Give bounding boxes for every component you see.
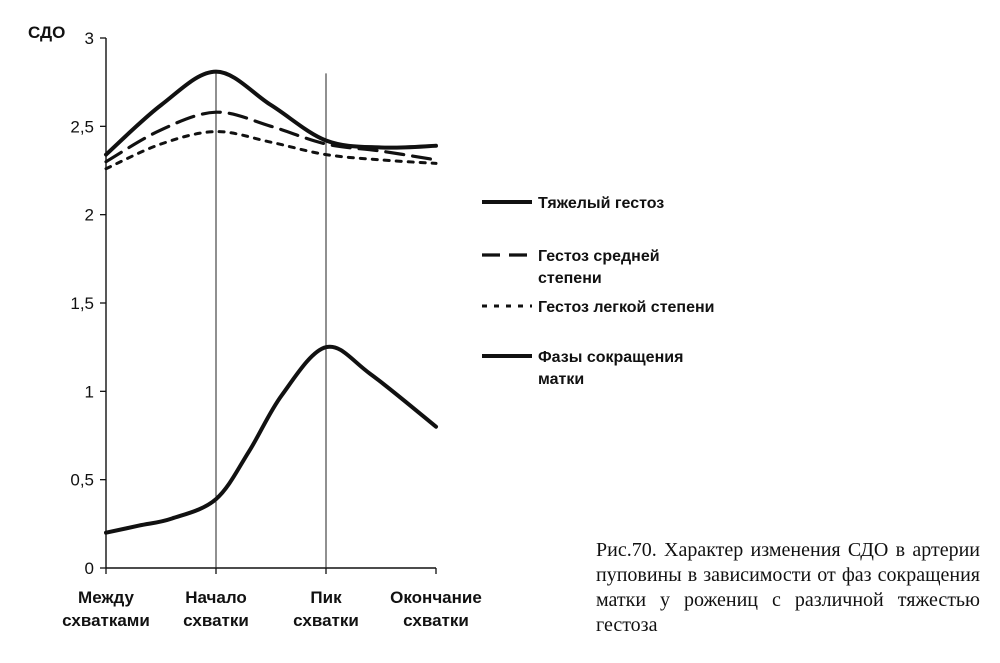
y-tick-label: 2 <box>85 206 94 225</box>
legend: Тяжелый гестоз Гестоз средней степени Гесто… <box>482 195 715 388</box>
vertical-guides <box>215 73 327 568</box>
series-line-3 <box>104 130 438 171</box>
axes <box>100 37 437 574</box>
series-line-2 <box>104 110 438 164</box>
x-category-label: Окончание <box>390 588 482 607</box>
series-line-4 <box>104 344 438 535</box>
legend-label: степени <box>538 270 602 287</box>
legend-label: Гестоз средней <box>538 248 660 265</box>
x-category-labels: Между схватками Начало схватки Пик схватки Око… <box>62 588 482 630</box>
series-lines <box>104 69 438 535</box>
x-category-label: Начало <box>185 588 247 607</box>
x-category-label: схватки <box>403 611 469 630</box>
legend-label: матки <box>538 371 584 388</box>
y-tick-labels: 0 0,5 1 1,5 2 2,5 3 <box>70 29 94 578</box>
y-tick-label: 1,5 <box>70 294 94 313</box>
y-axis-label: СДО <box>28 23 65 42</box>
y-tick-label: 0,5 <box>70 471 94 490</box>
x-category-label: схватки <box>293 611 359 630</box>
y-tick-label: 0 <box>85 559 94 578</box>
legend-label: Гестоз легкой степени <box>538 299 715 316</box>
y-tick-label: 3 <box>85 29 94 48</box>
figure-caption: Рис.70. Характер изменения СДО в артерии… <box>596 539 980 636</box>
legend-label: Тяжелый гестоз <box>538 195 664 212</box>
x-category-label: схватки <box>183 611 249 630</box>
x-category-label: схватками <box>62 611 150 630</box>
x-category-label: Между <box>78 588 134 607</box>
y-tick-label: 1 <box>85 382 94 401</box>
legend-label: Фазы сокращения <box>538 349 683 366</box>
y-tick-label: 2,5 <box>70 117 94 136</box>
x-category-label: Пик <box>310 588 342 607</box>
series-line-1 <box>104 69 438 157</box>
